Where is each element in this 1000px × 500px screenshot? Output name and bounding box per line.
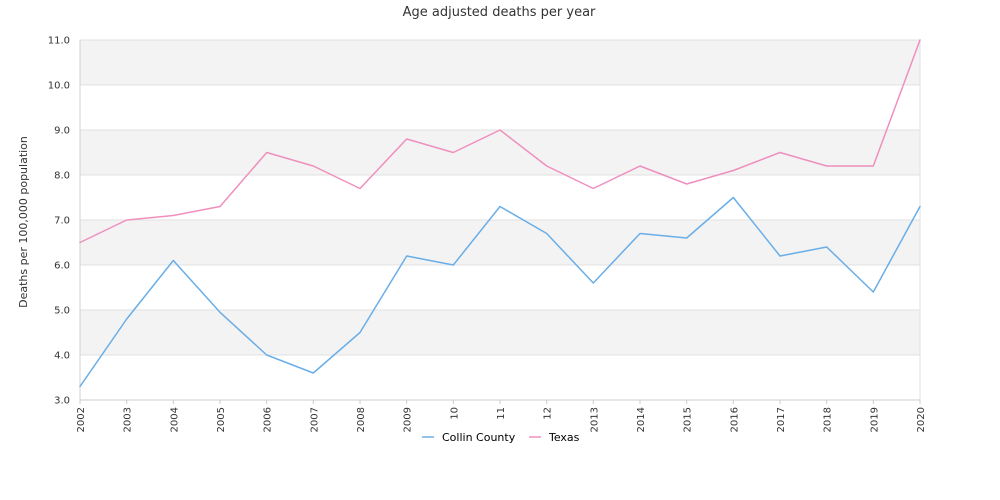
x-tick-label: 12: [543, 407, 554, 420]
y-tick-label: 11.0: [48, 36, 70, 47]
plot-bands: [80, 40, 920, 355]
x-tick-label: 2014: [636, 407, 647, 432]
x-tick-label: 2003: [123, 407, 134, 432]
x-tick-label: 2018: [823, 407, 834, 432]
x-tick-label: 2017: [776, 407, 787, 432]
x-tick-label: 2020: [916, 407, 927, 432]
legend-label: Collin County: [442, 431, 516, 444]
x-tick-label: 2015: [683, 407, 694, 432]
legend-item-texas[interactable]: Texas: [529, 431, 580, 444]
legend[interactable]: Collin County Texas: [422, 431, 580, 444]
series-lines: [79, 39, 921, 388]
chart-title: Age adjusted deaths per year: [403, 5, 596, 20]
x-tick-label: 10: [449, 407, 460, 420]
x-tick-label: 2004: [169, 407, 180, 432]
x-tick-label: 11: [496, 407, 507, 420]
plot-band: [80, 310, 920, 355]
legend-label: Texas: [548, 431, 580, 444]
series-line-collin-county: [79, 196, 921, 388]
x-axis-ticks: 2002 2003 2004 2005 2006 2007 2008 2009 10 11 12 20…: [76, 400, 927, 432]
y-tick-label: 7.0: [54, 216, 70, 227]
x-tick-label: 2013: [589, 407, 600, 432]
x-tick-label: 2016: [729, 407, 740, 432]
plot-band: [80, 40, 920, 85]
plot-band: [80, 130, 920, 175]
x-tick-label: 2005: [216, 407, 227, 432]
x-tick-label: 2008: [356, 407, 367, 432]
x-tick-label: 2019: [869, 407, 880, 432]
y-tick-label: 8.0: [54, 171, 70, 182]
y-tick-label: 5.0: [54, 306, 70, 317]
y-tick-label: 10.0: [48, 81, 70, 92]
y-axis-label: Deaths per 100,000 population: [17, 136, 30, 308]
x-tick-label: 2006: [263, 407, 274, 432]
legend-item-collin-county[interactable]: Collin County: [422, 431, 516, 444]
y-axis-ticks: 3.0 4.0 5.0 6.0 7.0 8.0 9.0 10.0 11.0: [48, 36, 70, 407]
x-tick-label: 2009: [403, 407, 414, 432]
x-tick-label: 2007: [309, 407, 320, 432]
plot-band: [80, 220, 920, 265]
x-tick-label: 2002: [76, 407, 87, 432]
y-tick-label: 3.0: [54, 396, 70, 407]
y-tick-label: 9.0: [54, 126, 70, 137]
y-tick-label: 4.0: [54, 351, 70, 362]
series-line-texas: [79, 39, 921, 244]
y-tick-label: 6.0: [54, 261, 70, 272]
